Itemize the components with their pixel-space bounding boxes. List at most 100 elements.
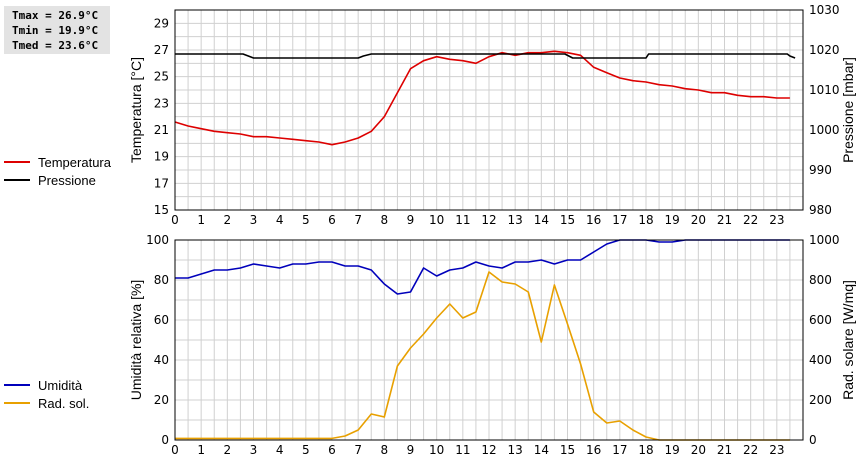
x-tick-label: 13 xyxy=(508,443,523,457)
y-tick-label-left: 100 xyxy=(146,233,169,247)
legend-swatch-temperatura xyxy=(4,161,30,163)
legend-item-pressione: Pressione xyxy=(4,171,111,189)
y-tick-label-right: 980 xyxy=(809,203,832,217)
legend-label-rad-sol: Rad. sol. xyxy=(38,395,90,411)
legend-swatch-umidita xyxy=(4,384,30,386)
y-tick-label-right: 1000 xyxy=(809,123,840,137)
y-tick-label-left: 29 xyxy=(154,16,169,30)
y-tick-label-left: 23 xyxy=(154,96,169,110)
x-tick-label: 11 xyxy=(455,443,470,457)
series-line-rad-sol xyxy=(175,271,790,441)
series-line-temperatura xyxy=(174,50,790,146)
legend-top: Temperatura Pressione xyxy=(4,153,111,189)
x-tick-label: 13 xyxy=(508,213,523,227)
x-tick-label: 23 xyxy=(769,443,784,457)
plot-frame-bottom xyxy=(174,239,804,441)
x-tick-label: 12 xyxy=(481,213,496,227)
x-tick-label: 12 xyxy=(481,443,496,457)
plot-frame-top xyxy=(174,9,804,211)
legend-swatch-rad-sol xyxy=(4,402,30,404)
stat-tmin: Tmin = 19.9°C xyxy=(12,24,99,37)
x-tick-label: 5 xyxy=(302,443,310,457)
x-tick-label: 2 xyxy=(224,443,232,457)
x-tick-label: 20 xyxy=(691,213,706,227)
y-axis-title-left: Umidità relativa [%] xyxy=(128,280,144,401)
legend-label-temperatura: Temperatura xyxy=(38,154,111,170)
y-axis-title-right: Rad. solare [W/mq] xyxy=(840,280,856,400)
y-tick-label-right: 1030 xyxy=(809,3,840,17)
x-tick-label: 22 xyxy=(743,443,758,457)
x-tick-label: 2 xyxy=(224,213,232,227)
y-tick-label-right: 1000 xyxy=(809,233,840,247)
x-tick-label: 4 xyxy=(276,213,284,227)
x-tick-label: 9 xyxy=(407,213,415,227)
x-tick-label: 3 xyxy=(250,443,258,457)
x-tick-label: 0 xyxy=(171,213,179,227)
stat-tmax: Tmax = 26.9°C xyxy=(12,9,99,22)
x-tick-label: 0 xyxy=(171,443,179,457)
x-tick-label: 17 xyxy=(612,443,627,457)
y-tick-label-right: 990 xyxy=(809,163,832,177)
legend-bottom: Umidità Rad. sol. xyxy=(4,376,89,412)
x-tick-label: 20 xyxy=(691,443,706,457)
y-tick-label-right: 800 xyxy=(809,273,832,287)
x-tick-label: 17 xyxy=(612,213,627,227)
y-tick-label-right: 200 xyxy=(809,393,832,407)
x-tick-label: 11 xyxy=(455,213,470,227)
x-tick-label: 8 xyxy=(381,443,389,457)
y-tick-label-left: 19 xyxy=(154,150,169,164)
y-tick-label-left: 0 xyxy=(161,433,169,447)
y-tick-label-left: 21 xyxy=(154,123,169,137)
y-tick-label-left: 60 xyxy=(154,313,169,327)
x-tick-label: 19 xyxy=(665,213,680,227)
x-tick-label: 14 xyxy=(534,443,549,457)
y-tick-label-right: 600 xyxy=(809,313,832,327)
series-line-umidita xyxy=(175,239,790,295)
legend-item-umidita: Umidità xyxy=(4,376,89,394)
x-tick-label: 14 xyxy=(534,213,549,227)
x-tick-label: 10 xyxy=(429,443,444,457)
x-tick-label: 15 xyxy=(560,213,575,227)
y-axis-title-left: Temperatura [°C] xyxy=(128,57,144,163)
x-tick-label: 19 xyxy=(665,443,680,457)
x-tick-label: 8 xyxy=(381,213,389,227)
y-tick-label-right: 0 xyxy=(809,433,817,447)
stats-box: Tmax = 26.9°C Tmin = 19.9°C Tmed = 23.6°… xyxy=(4,6,110,54)
legend-label-umidita: Umidità xyxy=(38,377,83,393)
y-tick-label-left: 40 xyxy=(154,353,169,367)
y-tick-label-right: 1020 xyxy=(809,43,840,57)
y-tick-label-left: 25 xyxy=(154,70,169,84)
x-tick-label: 6 xyxy=(328,443,336,457)
x-tick-label: 15 xyxy=(560,443,575,457)
y-tick-label-right: 400 xyxy=(809,353,832,367)
series-line-pressione xyxy=(175,53,796,59)
x-tick-label: 9 xyxy=(407,443,415,457)
y-tick-label-left: 17 xyxy=(154,176,169,190)
x-tick-label: 23 xyxy=(769,213,784,227)
stat-tmed: Tmed = 23.6°C xyxy=(12,39,99,52)
x-tick-label: 16 xyxy=(586,443,601,457)
x-tick-label: 7 xyxy=(354,443,362,457)
y-tick-label-left: 80 xyxy=(154,273,169,287)
y-tick-label-left: 27 xyxy=(154,43,169,57)
legend-item-rad-sol: Rad. sol. xyxy=(4,394,89,412)
x-tick-label: 4 xyxy=(276,443,284,457)
x-tick-label: 6 xyxy=(328,213,336,227)
x-tick-label: 21 xyxy=(717,213,732,227)
x-tick-label: 16 xyxy=(586,213,601,227)
x-tick-label: 3 xyxy=(250,213,258,227)
legend-label-pressione: Pressione xyxy=(38,172,96,188)
y-tick-label-right: 1010 xyxy=(809,83,840,97)
x-tick-label: 10 xyxy=(429,213,444,227)
x-tick-label: 1 xyxy=(197,443,205,457)
x-tick-label: 7 xyxy=(354,213,362,227)
x-tick-label: 18 xyxy=(638,213,653,227)
legend-item-temperatura: Temperatura xyxy=(4,153,111,171)
x-tick-label: 1 xyxy=(197,213,205,227)
y-tick-label-left: 15 xyxy=(154,203,169,217)
y-tick-label-left: 20 xyxy=(154,393,169,407)
x-tick-label: 21 xyxy=(717,443,732,457)
x-tick-label: 5 xyxy=(302,213,310,227)
x-tick-label: 18 xyxy=(638,443,653,457)
